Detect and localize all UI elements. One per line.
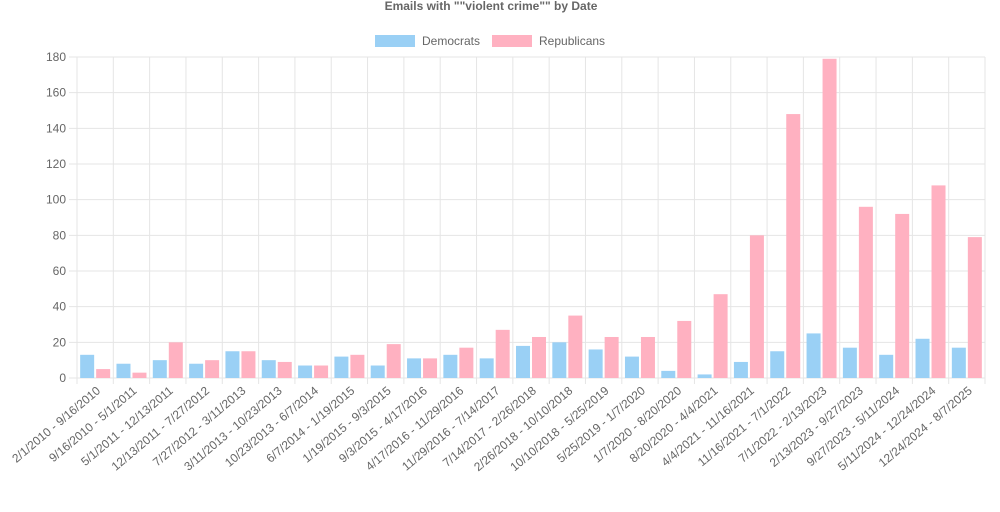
legend-swatch-republicans [492, 35, 532, 47]
bar-democrats-5 [261, 360, 276, 378]
y-axis: 0 20 40 60 80 100 120 140 160 180 [46, 50, 66, 385]
bar-republicans-5 [277, 361, 292, 378]
bar-democrats-22 [879, 354, 894, 378]
y-tick-label: 100 [46, 193, 66, 207]
bar-republicans-17 [713, 294, 728, 378]
bar-republicans-19 [786, 114, 801, 379]
bar-democrats-1 [116, 363, 131, 378]
chart-title: Emails with ""violent crime"" by Date [385, 0, 598, 13]
bar-republicans-14 [604, 336, 619, 378]
bar-democrats-17 [697, 374, 712, 378]
bar-republicans-7 [350, 354, 365, 378]
bar-republicans-1 [132, 372, 147, 378]
bar-republicans-2 [168, 342, 183, 378]
grid [69, 56, 986, 384]
bar-democrats-10 [443, 354, 458, 378]
bar-republicans-23 [931, 185, 946, 378]
bar-republicans-8 [386, 344, 401, 378]
legend-label-democrats: Democrats [422, 34, 480, 48]
y-tick-label: 40 [53, 300, 67, 314]
y-tick-label: 140 [46, 121, 66, 135]
bar-republicans-3 [205, 360, 220, 378]
bar-democrats-13 [552, 342, 567, 378]
y-tick-label: 180 [46, 50, 66, 64]
bar-republicans-24 [967, 237, 982, 378]
bar-republicans-4 [241, 351, 256, 378]
bar-democrats-3 [189, 363, 204, 378]
bar-republicans-21 [858, 206, 873, 378]
bar-republicans-0 [96, 369, 111, 378]
bar-democrats-4 [225, 351, 240, 378]
y-tick-label: 60 [53, 264, 67, 278]
bar-republicans-12 [532, 336, 546, 378]
bar-republicans-13 [568, 315, 583, 378]
bar-democrats-16 [661, 370, 676, 378]
bar-democrats-19 [770, 351, 785, 378]
bar-republicans-11 [495, 329, 510, 378]
bar-democrats-2 [152, 360, 167, 378]
bar-democrats-21 [842, 347, 857, 378]
y-tick-label: 20 [53, 335, 67, 349]
bar-republicans-9 [423, 358, 438, 378]
bar-republicans-10 [459, 347, 474, 378]
bar-republicans-20 [822, 58, 837, 379]
bar-democrats-9 [407, 358, 422, 378]
bar-democrats-8 [370, 365, 385, 378]
bar-democrats-20 [806, 333, 821, 378]
bar-democrats-6 [298, 365, 313, 378]
bar-republicans-15 [640, 336, 655, 378]
bar-democrats-7 [334, 356, 349, 378]
legend-label-republicans: Republicans [539, 34, 605, 48]
bar-democrats-23 [915, 338, 930, 378]
bar-democrats-24 [951, 347, 966, 378]
y-tick-label: 160 [46, 86, 66, 100]
bar-democrats-0 [80, 354, 95, 378]
bar-republicans-18 [749, 235, 764, 378]
bar-republicans-16 [677, 320, 692, 378]
bars [80, 58, 982, 379]
bar-democrats-15 [624, 356, 639, 378]
bar-republicans-6 [314, 365, 329, 378]
y-tick-label: 120 [46, 157, 66, 171]
bar-democrats-14 [588, 349, 603, 378]
legend-swatch-democrats [375, 35, 415, 47]
legend: Democrats Republicans [375, 34, 605, 48]
bar-republicans-22 [895, 213, 910, 378]
bar-democrats-18 [733, 361, 748, 378]
bar-democrats-12 [516, 345, 530, 378]
bar-democrats-11 [479, 358, 494, 378]
y-tick-label: 80 [53, 228, 67, 242]
y-tick-label: 0 [59, 371, 66, 385]
